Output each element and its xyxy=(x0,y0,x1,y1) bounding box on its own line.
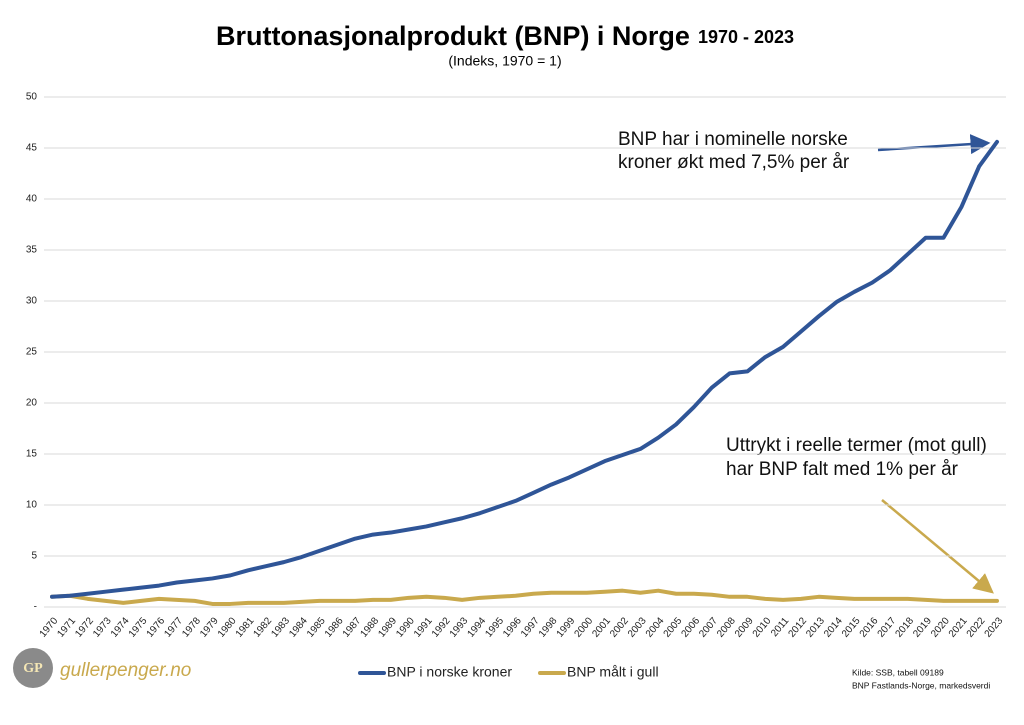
x-tick-label: 2022 xyxy=(965,615,988,639)
y-tick-label: - xyxy=(34,602,37,613)
x-tick-label: 2014 xyxy=(822,615,845,639)
logo: GP gullerpenger.no xyxy=(13,648,191,688)
x-tick-label: 1992 xyxy=(430,615,453,639)
x-tick-label: 1984 xyxy=(287,615,310,639)
x-tick-label: 2019 xyxy=(911,615,934,639)
x-tick-label: 2010 xyxy=(751,615,774,639)
x-tick-label: 2013 xyxy=(804,615,827,639)
series-line xyxy=(50,588,999,606)
logo-text: gullerpenger.no xyxy=(60,660,191,681)
x-tick-label: 1995 xyxy=(483,615,506,639)
y-tick-label: 30 xyxy=(26,296,38,307)
annotation-line: kroner økt med 7,5% per år xyxy=(618,152,850,173)
x-tick-label: 1975 xyxy=(127,615,150,639)
x-tick-label: 2020 xyxy=(929,615,952,639)
annotation-line: Uttrykt i reelle termer (mot gull) xyxy=(726,435,987,456)
x-tick-label: 1980 xyxy=(216,615,239,639)
x-tick-label: 1987 xyxy=(341,615,364,639)
x-tick-label: 2009 xyxy=(733,615,756,639)
x-tick-label: 2003 xyxy=(626,615,649,639)
x-tick-label: 2006 xyxy=(679,615,702,639)
series-line xyxy=(50,139,999,599)
x-tick-label: 1991 xyxy=(412,615,435,639)
legend-label: BNP målt i gull xyxy=(567,664,659,680)
y-tick-label: 50 xyxy=(26,92,38,103)
x-tick-label: 2002 xyxy=(608,615,631,639)
x-tick-label: 1974 xyxy=(109,615,132,639)
x-tick-label: 2021 xyxy=(947,615,970,639)
annotation-line: BNP har i nominelle norske xyxy=(618,129,848,150)
x-tick-label: 1970 xyxy=(38,615,61,639)
x-tick-label: 1990 xyxy=(394,615,417,639)
x-tick-label: 2000 xyxy=(572,615,595,639)
x-tick-label: 2008 xyxy=(715,615,738,639)
x-tick-label: 1986 xyxy=(323,615,346,639)
chart-subtitle: (Indeks, 1970 = 1) xyxy=(448,53,561,69)
logo-badge xyxy=(13,648,53,688)
x-tick-label: 1981 xyxy=(234,615,257,639)
x-tick-label: 1994 xyxy=(466,615,489,639)
y-tick-label: 40 xyxy=(26,194,38,205)
y-tick-label: 10 xyxy=(26,500,38,511)
title-years: 1970 - 2023 xyxy=(698,27,794,47)
source-line: Kilde: SSB, tabell 09189 xyxy=(852,667,944,677)
x-tick-label: 1973 xyxy=(91,615,114,639)
x-tick-label: 1982 xyxy=(252,615,275,639)
x-tick-label: 1993 xyxy=(448,615,471,639)
annotation-arrow xyxy=(881,499,994,594)
x-tick-label: 2004 xyxy=(644,615,667,639)
y-tick-label: 35 xyxy=(26,245,38,256)
logo-mark: GP xyxy=(23,661,43,676)
x-tick-label: 1996 xyxy=(501,615,524,639)
x-tick-label: 1985 xyxy=(305,615,328,639)
x-tick-label: 1983 xyxy=(269,615,292,639)
x-tick-label: 2011 xyxy=(769,615,792,639)
y-tick-label: 5 xyxy=(31,551,37,562)
y-tick-label: 15 xyxy=(26,449,38,460)
annotation-arrow xyxy=(877,134,991,155)
x-tick-label: 2018 xyxy=(893,615,916,639)
x-tick-label: 1988 xyxy=(359,615,382,639)
legend-label: BNP i norske kroner xyxy=(387,664,512,680)
x-tick-label: 1998 xyxy=(537,615,560,639)
x-tick-label: 1971 xyxy=(55,615,78,639)
x-tick-label: 1978 xyxy=(180,615,203,639)
x-tick-label: 2016 xyxy=(858,615,881,639)
x-tick-label: 2001 xyxy=(590,615,613,639)
annotation-line: har BNP falt med 1% per år xyxy=(726,459,959,480)
x-tick-label: 1997 xyxy=(519,615,542,639)
x-tick-label: 2023 xyxy=(983,615,1006,639)
source-line: BNP Fastlands-Norge, markedsverdi xyxy=(852,680,990,690)
y-tick-label: 45 xyxy=(26,143,38,154)
chart-title: Bruttonasjonalprodukt (BNP) i Norge 1970 … xyxy=(216,21,794,51)
x-tick-label: 2005 xyxy=(662,615,685,639)
y-tick-label: 20 xyxy=(26,398,38,409)
x-tick-label: 2015 xyxy=(840,615,863,639)
x-tick-label: 2007 xyxy=(697,615,720,639)
x-tick-label: 1989 xyxy=(376,615,399,639)
x-tick-label: 1999 xyxy=(555,615,578,639)
x-tick-label: 1976 xyxy=(145,615,168,639)
x-tick-label: 2017 xyxy=(876,615,899,639)
x-tick-label: 2012 xyxy=(786,615,809,639)
x-tick-label: 1979 xyxy=(198,615,221,639)
x-tick-label: 1977 xyxy=(162,615,185,639)
y-tick-label: 25 xyxy=(26,347,38,358)
title-main: Bruttonasjonalprodukt (BNP) i Norge xyxy=(216,21,690,51)
x-tick-label: 1972 xyxy=(73,615,96,639)
